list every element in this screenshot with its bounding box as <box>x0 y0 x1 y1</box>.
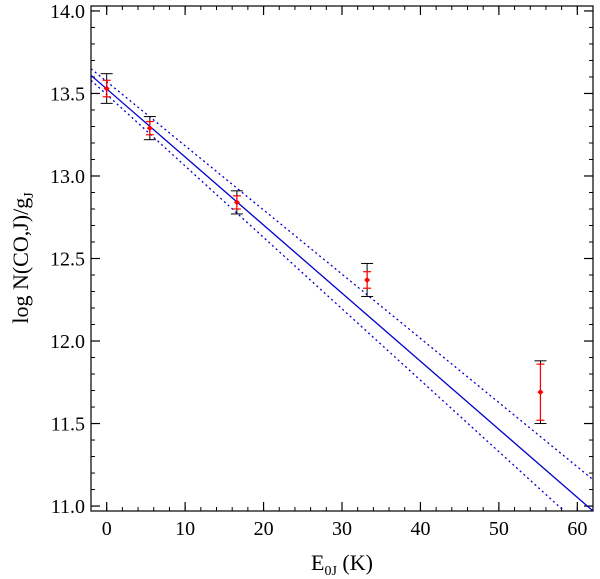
data-point-marker <box>103 85 110 92</box>
fit-line <box>91 74 593 511</box>
x-axis-label-sub: 0J <box>324 564 337 579</box>
fit-lower-bound <box>91 79 565 511</box>
y-tick-label: 11.0 <box>51 496 85 518</box>
y-axis-label: log N(CO,J)/gJ <box>8 192 37 324</box>
x-tick-label: 20 <box>254 518 274 540</box>
x-tick-label: 60 <box>567 518 587 540</box>
y-tick-label: 13.5 <box>50 83 85 105</box>
data-point-group <box>230 190 243 215</box>
x-axis-label-unit: (K) <box>337 550 373 575</box>
plot-area <box>90 5 594 512</box>
y-tick-label: 13.0 <box>50 166 85 188</box>
y-tick-label: 12.0 <box>50 331 85 353</box>
y-tick-labels: 11.0 11.5 12.0 12.5 13.0 13.5 14.0 <box>50 1 85 518</box>
fit-upper-bound <box>91 68 593 481</box>
data-point-marker <box>364 276 371 283</box>
y-tick-label: 14.0 <box>50 1 85 23</box>
x-axis-label: E0J (K) <box>311 550 373 579</box>
x-tick-labels: 0 10 20 30 40 50 60 <box>102 518 588 540</box>
x-tick-label: 50 <box>489 518 509 540</box>
data-points <box>100 73 547 425</box>
x-tick-label: 10 <box>175 518 195 540</box>
y-tick-label: 11.5 <box>51 414 85 436</box>
fit-lines <box>91 68 593 511</box>
y-axis-label-sub: J <box>22 192 37 198</box>
axis-ticks <box>90 6 594 511</box>
y-tick-label: 12.5 <box>50 249 85 271</box>
x-tick-label: 40 <box>410 518 430 540</box>
x-tick-label: 30 <box>332 518 352 540</box>
data-point-group <box>534 360 547 425</box>
data-point-marker <box>537 389 544 396</box>
x-tick-label: 0 <box>102 518 112 540</box>
data-point-group <box>361 262 374 297</box>
x-axis-label-main: E <box>311 550 324 575</box>
data-point-marker <box>233 199 240 206</box>
y-axis-label-main: log N(CO,J)/g <box>8 198 33 324</box>
data-point-group <box>100 73 113 104</box>
data-point-marker <box>146 125 153 132</box>
data-point-group <box>143 116 156 141</box>
